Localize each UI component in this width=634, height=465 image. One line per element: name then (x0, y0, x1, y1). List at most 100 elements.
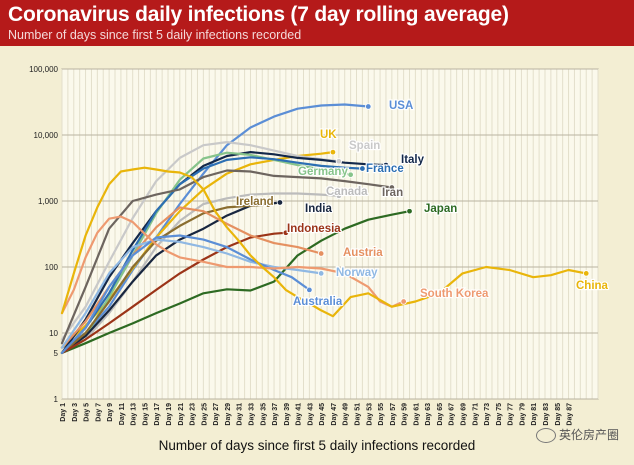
x-tick-label: Day 35 (260, 403, 267, 426)
end-marker-canada (335, 192, 343, 199)
series-label-indonesia: Indonesia (287, 223, 341, 235)
series-label-australia: Australia (293, 296, 343, 308)
end-marker-germany (347, 171, 354, 178)
x-tick-label: Day 31 (237, 403, 244, 426)
x-tick-label: Day 75 (496, 403, 503, 426)
y-tick-label: 100 (45, 263, 59, 272)
header-banner: Coronavirus daily infections (7 day roll… (0, 0, 634, 46)
x-tick-label: Day 49 (343, 403, 350, 426)
end-marker-usa (365, 103, 372, 110)
series-line-france (60, 156, 364, 354)
end-marker-uk (329, 148, 337, 156)
y-tick-label: 1 (54, 395, 59, 404)
y-tick-label: 10,000 (34, 131, 59, 140)
x-tick-label: Day 17 (154, 403, 161, 426)
x-tick-label: Day 45 (319, 403, 326, 426)
chart-subtitle: Number of days since first 5 daily infec… (8, 28, 302, 42)
series-line-iran (60, 169, 393, 345)
end-marker-austria (317, 250, 325, 257)
x-tick-label: Day 23 (190, 403, 197, 426)
x-tick-label: Day 73 (484, 403, 491, 426)
series-lines (60, 103, 588, 354)
series-label-ireland: Ireland (236, 196, 274, 208)
x-tick-label: Day 1 (60, 403, 67, 422)
series-label-china: China (576, 280, 609, 292)
series-line-usa (60, 103, 370, 349)
series-label-canada: Canada (326, 186, 368, 198)
series-line-south-korea (60, 215, 405, 315)
y-tick-label: 1,000 (38, 197, 59, 206)
series-labels: USA UK Spain Italy Germany France Iran Canada In… (235, 99, 610, 309)
x-tick-label: Day 81 (531, 403, 538, 426)
x-tick-label: Day 27 (213, 403, 220, 426)
x-tick-label: Day 83 (543, 403, 550, 426)
series-line-canada (60, 192, 340, 354)
series-label-norway: Norway (336, 267, 378, 279)
x-tick-label: Day 41 (296, 403, 303, 426)
x-tick-label: Day 57 (390, 403, 397, 426)
end-marker-australia (306, 286, 313, 294)
x-tick-label: Day 43 (307, 403, 314, 426)
series-line-germany (60, 151, 352, 354)
y-tick-label: 5 (54, 349, 59, 358)
series-line-japan (60, 210, 411, 354)
x-tick-label: Day 11 (119, 403, 126, 425)
x-tick-label: Day 33 (248, 403, 255, 426)
x-tick-label: Day 67 (449, 403, 456, 426)
x-tick-label: Day 85 (555, 403, 562, 426)
x-axis-ticks: Day 1 Day 3 Day 5 Day 7 Day 9 Day 11 Day 13 Day… (60, 403, 574, 426)
end-marker-iran (388, 184, 396, 191)
series-label-germany: Germany (298, 166, 348, 178)
x-tick-label: Day 25 (201, 403, 208, 426)
x-tick-label: Day 47 (331, 403, 338, 426)
watermark-text: 英伦房产圈 (559, 428, 620, 442)
x-tick-label: Day 69 (461, 403, 468, 426)
y-tick-label: 10 (49, 329, 58, 338)
end-marker-ireland (264, 201, 272, 208)
x-tick-label: Day 15 (142, 403, 149, 426)
x-tick-label: Day 79 (519, 403, 526, 426)
x-tick-label: Day 71 (472, 403, 479, 426)
series-line-ireland (60, 203, 270, 354)
x-tick-label: Day 39 (284, 403, 291, 426)
series-label-usa: USA (389, 100, 413, 112)
x-tick-label: Day 87 (567, 403, 574, 426)
x-tick-label: Day 51 (355, 403, 362, 426)
x-tick-label: Day 63 (425, 403, 432, 426)
end-marker-spain (335, 158, 343, 165)
series-label-france: France (366, 163, 404, 175)
x-tick-label: Day 5 (84, 403, 91, 422)
series-line-spain (60, 141, 340, 341)
x-tick-label: Day 13 (131, 403, 138, 426)
x-tick-label: Day 3 (72, 403, 79, 422)
series-label-iran: Iran (382, 187, 403, 199)
end-marker-south-korea (400, 298, 407, 305)
x-tick-label: Day 29 (225, 403, 232, 426)
x-tick-label: Day 21 (178, 403, 185, 426)
x-tick-label: Day 53 (366, 403, 373, 426)
series-line-indonesia (60, 231, 287, 354)
series-end-markers (264, 103, 590, 305)
x-tick-label: Day 61 (413, 403, 420, 426)
series-line-china (60, 166, 588, 318)
y-gridlines (62, 68, 598, 400)
x-tick-label: Day 77 (508, 403, 515, 426)
wechat-logo-icon (536, 428, 556, 444)
series-label-uk: UK (320, 129, 337, 141)
series-label-japan: Japan (424, 203, 457, 215)
x-tick-label: Day 7 (95, 403, 102, 422)
series-label-austria: Austria (343, 247, 383, 259)
x-tick-label: Day 55 (378, 403, 385, 426)
x-tick-label: Day 19 (166, 403, 173, 426)
series-line-australia (60, 234, 311, 354)
y-axis-ticks: 1 5 10 100 1,000 10,000 100,000 (29, 65, 58, 404)
end-marker-norway (317, 270, 325, 277)
y-tick-label: 100,000 (29, 65, 58, 74)
x-tick-label: Day 9 (107, 403, 114, 422)
series-label-south-korea: South Korea (420, 288, 489, 300)
end-marker-france (359, 165, 366, 172)
x-tick-label: Day 37 (272, 403, 279, 426)
series-label-india: India (305, 203, 332, 215)
end-marker-india (276, 199, 284, 206)
